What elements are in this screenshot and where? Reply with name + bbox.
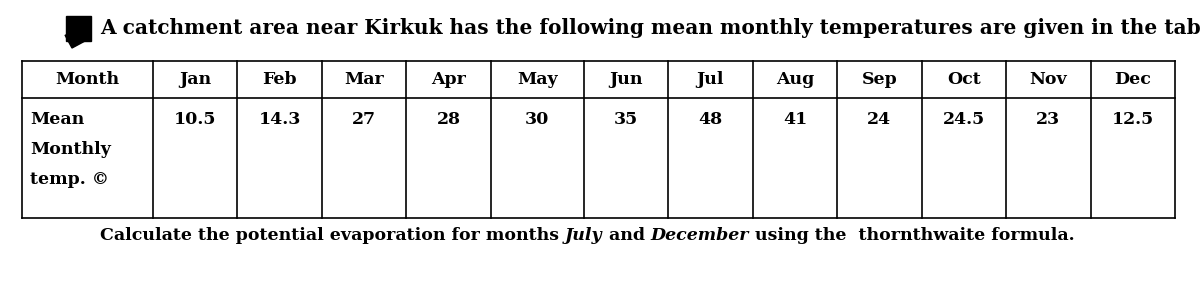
Text: Feb: Feb — [263, 71, 296, 88]
Text: Oct: Oct — [947, 71, 980, 88]
Text: 28: 28 — [437, 110, 461, 127]
Text: 48: 48 — [698, 110, 722, 127]
Text: A catchment area near Kirkuk has the following mean monthly temperatures are giv: A catchment area near Kirkuk has the fol… — [100, 18, 1200, 38]
Text: Month: Month — [55, 71, 120, 88]
Text: Jul: Jul — [697, 71, 724, 88]
Text: and: and — [602, 227, 650, 244]
Text: using the  thornthwaite formula.: using the thornthwaite formula. — [749, 227, 1075, 244]
Text: 24.5: 24.5 — [943, 110, 985, 127]
Text: Sep: Sep — [862, 71, 898, 88]
Text: Jun: Jun — [610, 71, 643, 88]
Text: Nov: Nov — [1030, 71, 1067, 88]
Text: December: December — [650, 227, 749, 244]
Text: Jan: Jan — [179, 71, 211, 88]
Text: Monthly: Monthly — [30, 141, 110, 158]
Text: May: May — [517, 71, 558, 88]
Polygon shape — [65, 35, 85, 48]
Text: Apr: Apr — [431, 71, 466, 88]
Text: 14.3: 14.3 — [258, 110, 301, 127]
Text: 30: 30 — [526, 110, 550, 127]
Text: Mean: Mean — [30, 110, 84, 127]
Text: Calculate the potential evaporation for months: Calculate the potential evaporation for … — [100, 227, 565, 244]
Text: 10.5: 10.5 — [174, 110, 216, 127]
Text: 12.5: 12.5 — [1111, 110, 1154, 127]
Text: Mar: Mar — [344, 71, 384, 88]
Text: 35: 35 — [614, 110, 638, 127]
Text: 23: 23 — [1037, 110, 1061, 127]
Text: 27: 27 — [352, 110, 376, 127]
Text: 24: 24 — [868, 110, 892, 127]
Text: Aug: Aug — [775, 71, 814, 88]
Text: July: July — [565, 227, 602, 244]
Text: Dec: Dec — [1115, 71, 1151, 88]
Text: temp. ©: temp. © — [30, 171, 109, 188]
Text: 41: 41 — [782, 110, 808, 127]
